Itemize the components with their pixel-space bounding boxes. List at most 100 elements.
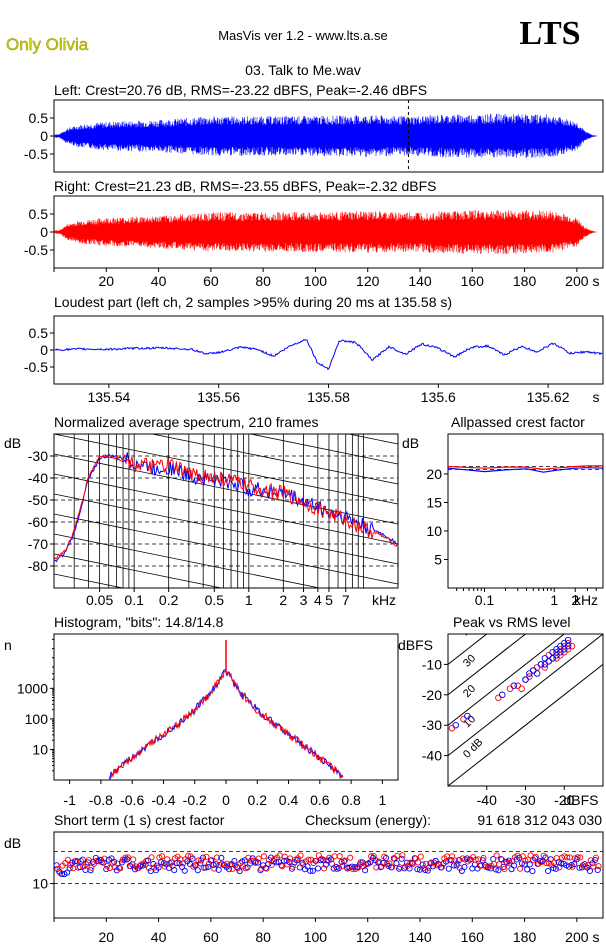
crest-right-point (501, 865, 508, 873)
crest-left-point (382, 854, 390, 862)
app-title: MasVis ver 1.2 - www.lts.a.se (218, 28, 388, 43)
right-waveform-tick-label: 0 (40, 224, 48, 240)
spectrum-slope-line (54, 434, 398, 505)
allpass-x-tick-label: 0.1 (475, 592, 495, 608)
allpass-crest-plot: 20 15 10 5 0.1 1 2 (426, 433, 604, 608)
crest-left-point (179, 863, 186, 871)
allpass-y-tick-label: 10 (426, 523, 442, 539)
peak-rms-x-tick-label: -30 (515, 792, 535, 808)
spectrum-grid (54, 434, 398, 588)
peak-rms-y-tick-label: -40 (422, 748, 442, 764)
crest-right-point (130, 856, 137, 863)
crest-x-tick-label: 160 (461, 929, 485, 945)
crest-frame (53, 831, 604, 919)
histogram-x-tick-label: 0.8 (341, 792, 361, 808)
track-name: 03. Talk to Me.wav (245, 62, 361, 78)
histogram-right-curve (108, 669, 344, 779)
crest-right-point (378, 863, 385, 870)
peak-rms-point (518, 685, 525, 692)
crest-left-point (145, 857, 152, 864)
peak-rms-ylabel: dBFS (398, 637, 433, 653)
crest-left-point (409, 859, 416, 866)
crest-x-tick-label: 60 (203, 929, 219, 945)
spectrum-plot: -30 -40 -50 -60 -70 -80 0.05 0.1 0.2 0.5 1 2 3 4 5 7 (28, 433, 399, 608)
crest-right-point (496, 861, 503, 868)
peak-rms-point (506, 685, 514, 692)
histogram-x-tick-label: -0.6 (120, 792, 144, 808)
crest-right-point (313, 857, 320, 864)
crest-left-point (508, 866, 515, 873)
crest-right-point (124, 854, 132, 861)
crest-left-point (511, 862, 518, 869)
crest-left-point (231, 858, 238, 865)
right-waveform-tick-label: -0.5 (24, 242, 48, 258)
crest-x-tick-label: 40 (151, 929, 167, 945)
crest-right-point (540, 852, 547, 859)
right-waveform-x-tick-label: 180 (513, 273, 537, 289)
crest-right-point (532, 853, 539, 860)
crest-left-point (377, 864, 384, 871)
crest-y-tick-label: 10 (32, 876, 48, 892)
spectrum-slope-line (54, 553, 224, 588)
crest-left-point (192, 862, 199, 869)
crest-left-point (529, 868, 536, 875)
spectrum-slope-line (54, 493, 398, 565)
spectrum-y-tick-label: -40 (28, 470, 48, 486)
histogram-x-tick-label: 0 (222, 792, 230, 808)
peak-rms-point (541, 655, 549, 662)
crest-ylabel: dB (4, 835, 21, 851)
crest-left-point (66, 865, 73, 872)
crest-left-point (87, 867, 94, 874)
crest-left-point (213, 861, 220, 868)
crest-left-point (586, 867, 593, 874)
allpass-x-tick-label: 2 (571, 592, 579, 608)
crest-right-point (574, 854, 581, 861)
right-waveform-x-tick-label: 60 (203, 273, 219, 289)
peak-rms-diagonal-label: 30 (461, 652, 478, 669)
spectrum-slope-line (248, 434, 398, 465)
peak-rms-y-tick-label: -20 (422, 687, 442, 703)
loudest-part-x-tick-label: 135.6 (421, 389, 456, 405)
crest-left-point (304, 863, 311, 870)
crest-x-tick-label: 100 (304, 929, 328, 945)
crest-x-tick-label: 200 (565, 929, 589, 945)
histogram-x-tick-label: -0.8 (89, 792, 113, 808)
crest-right-point (417, 853, 424, 860)
loudest-part-y-tick-label: 0 (40, 342, 48, 358)
peak-rms-point (533, 664, 541, 671)
crest-right-point (153, 862, 160, 869)
spectrum-series-1 (54, 453, 398, 560)
allpass-series-0 (447, 467, 604, 473)
peak-rms-point (522, 676, 529, 683)
crest-left-point (77, 864, 84, 871)
peak-rms-point (545, 652, 553, 659)
crest-left-point (202, 864, 209, 871)
crest-left-point (424, 867, 431, 874)
short-term-crest-plot: 10 20 40 60 80 100 120 140 160 180 200 s (32, 831, 604, 945)
right-waveform-x-tick-label: 80 (255, 273, 271, 289)
crest-right-point (543, 860, 550, 867)
crest-right-point (148, 854, 155, 861)
crest-left-point (199, 854, 207, 861)
spectrum-x-tick-label: 5 (325, 592, 333, 608)
crest-left-point (160, 860, 167, 867)
crest-left-point (393, 860, 400, 867)
spectrum-slope-line (54, 573, 125, 588)
crest-left-point (430, 863, 437, 870)
histogram-x-tick-label: 0.6 (310, 792, 330, 808)
loudest-part-xunit: s (593, 389, 600, 405)
allpass-title: Allpassed crest factor (451, 414, 585, 430)
crest-left-point (254, 859, 261, 866)
loudest-part-y-tick-label: -0.5 (24, 359, 48, 375)
loudest-part-title: Loudest part (left ch, 2 samples >95% du… (54, 294, 452, 310)
crest-right-point (438, 864, 445, 871)
crest-left-point (537, 857, 544, 865)
crest-right-point (551, 859, 558, 866)
allpass-y-tick-label: 15 (426, 494, 442, 510)
spectrum-x-tick-label: 7 (342, 592, 350, 608)
crest-left-point (74, 858, 81, 865)
loudest-part-x-tick-label: 135.56 (197, 389, 240, 405)
loudest-part-signal (54, 338, 603, 371)
peak-rms-point (537, 661, 545, 668)
crest-left-point (547, 856, 554, 863)
